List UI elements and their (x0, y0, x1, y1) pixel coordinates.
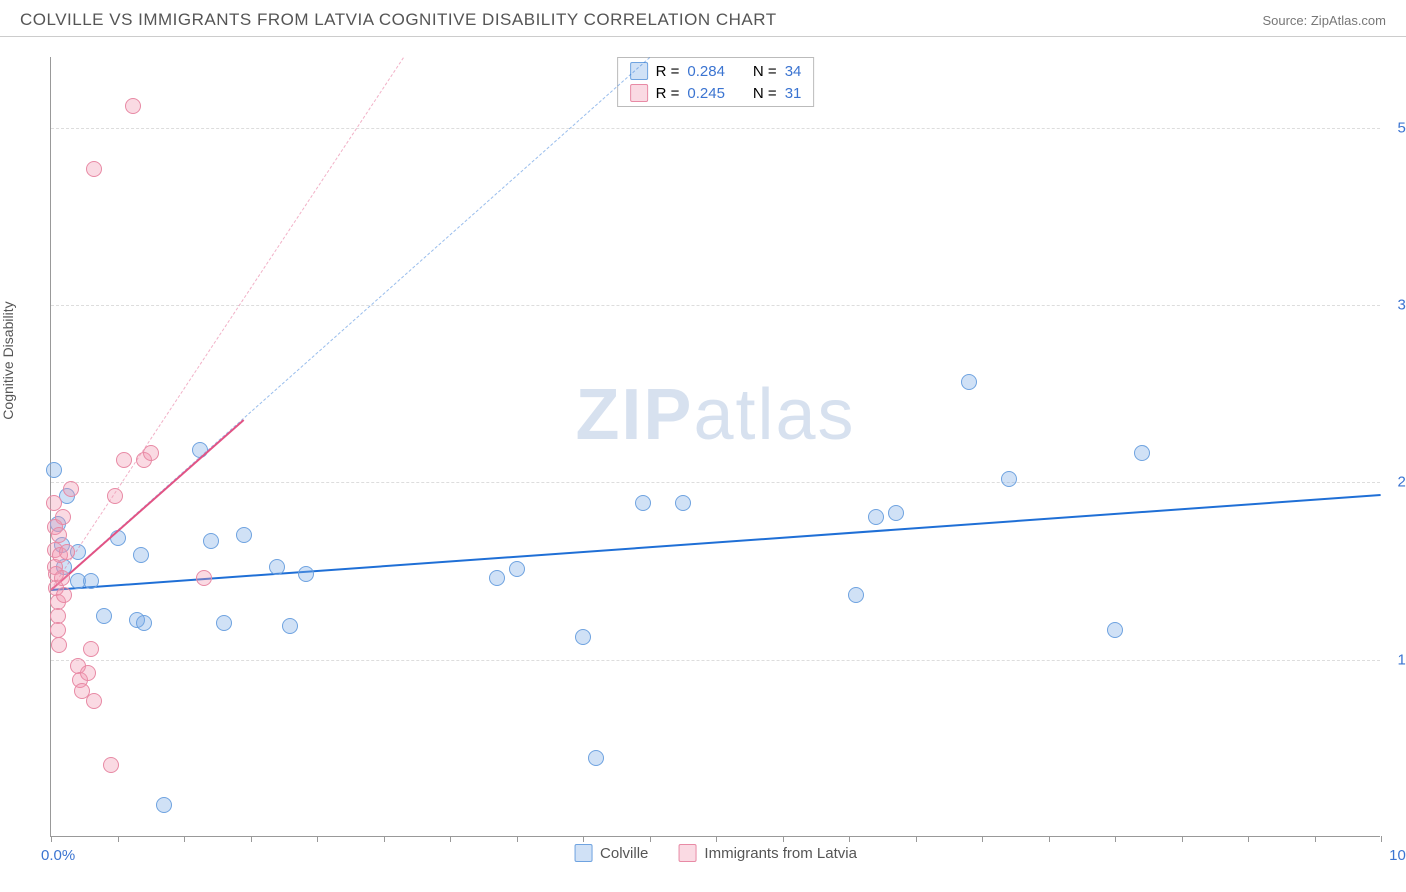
x-axis-max-label: 100.0% (1389, 847, 1406, 864)
x-tick (184, 836, 185, 842)
x-tick (1248, 836, 1249, 842)
legend-item-latvia: Immigrants from Latvia (678, 844, 857, 862)
data-point (96, 608, 112, 624)
x-tick (849, 836, 850, 842)
data-point (51, 637, 67, 653)
data-point (83, 641, 99, 657)
n-value-colville: 34 (785, 63, 802, 80)
data-point (86, 161, 102, 177)
series-legend: Colville Immigrants from Latvia (574, 844, 857, 862)
data-point (961, 374, 977, 390)
y-tick-label: 12.5% (1385, 651, 1406, 668)
data-point (56, 587, 72, 603)
data-point (588, 750, 604, 766)
gridline (51, 660, 1380, 661)
data-point (103, 757, 119, 773)
data-point (83, 573, 99, 589)
data-point (888, 505, 904, 521)
data-point (216, 615, 232, 631)
y-tick-label: 25.0% (1385, 474, 1406, 491)
x-tick (982, 836, 983, 842)
y-axis-label: Cognitive Disability (0, 301, 16, 419)
data-point (489, 570, 505, 586)
chart-title: COLVILLE VS IMMIGRANTS FROM LATVIA COGNI… (20, 10, 777, 30)
data-point (46, 462, 62, 478)
data-point (868, 509, 884, 525)
data-point (575, 629, 591, 645)
x-tick (517, 836, 518, 842)
x-tick (650, 836, 651, 842)
data-point (125, 98, 141, 114)
data-point (63, 481, 79, 497)
data-point (59, 544, 75, 560)
trend-line (51, 494, 1381, 591)
gridline (51, 128, 1380, 129)
legend-row-colville: R = 0.284 N = 34 (618, 60, 814, 82)
x-tick (118, 836, 119, 842)
data-point (107, 488, 123, 504)
legend-bottom-swatch-colville (574, 844, 592, 862)
x-tick (384, 836, 385, 842)
x-tick (1381, 836, 1382, 842)
x-tick (1315, 836, 1316, 842)
data-point (236, 527, 252, 543)
x-tick (251, 836, 252, 842)
y-tick-label: 37.5% (1385, 297, 1406, 314)
data-point (86, 693, 102, 709)
x-tick (916, 836, 917, 842)
x-tick (716, 836, 717, 842)
data-point (54, 570, 70, 586)
chart-header: COLVILLE VS IMMIGRANTS FROM LATVIA COGNI… (0, 0, 1406, 37)
data-point (133, 547, 149, 563)
x-axis-min-label: 0.0% (41, 847, 75, 864)
data-point (196, 570, 212, 586)
x-tick (51, 836, 52, 842)
legend-row-latvia: R = 0.245 N = 31 (618, 82, 814, 104)
legend-bottom-swatch-latvia (678, 844, 696, 862)
data-point (156, 797, 172, 813)
data-point (55, 509, 71, 525)
data-point (46, 495, 62, 511)
data-point (298, 566, 314, 582)
chart-source: Source: ZipAtlas.com (1262, 13, 1386, 28)
watermark: ZIPatlas (575, 374, 855, 456)
data-point (675, 495, 691, 511)
data-point (136, 615, 152, 631)
legend-swatch-latvia (630, 84, 648, 102)
data-point (1134, 445, 1150, 461)
data-point (282, 618, 298, 634)
n-value-latvia: 31 (785, 85, 802, 102)
chart-area: Cognitive Disability ZIPatlas R = 0.284 … (0, 37, 1406, 881)
x-tick (1182, 836, 1183, 842)
gridline (51, 305, 1380, 306)
x-tick (1049, 836, 1050, 842)
x-tick (583, 836, 584, 842)
data-point (1001, 471, 1017, 487)
legend-item-colville: Colville (574, 844, 648, 862)
data-point (51, 527, 67, 543)
data-point (635, 495, 651, 511)
data-point (143, 445, 159, 461)
data-point (848, 587, 864, 603)
x-tick (1115, 836, 1116, 842)
x-tick (450, 836, 451, 842)
data-point (269, 559, 285, 575)
x-tick (783, 836, 784, 842)
data-point (116, 452, 132, 468)
gridline (51, 482, 1380, 483)
data-point (509, 561, 525, 577)
data-point (1107, 622, 1123, 638)
correlation-legend: R = 0.284 N = 34 R = 0.245 N = 31 (617, 57, 815, 107)
r-value-latvia: 0.245 (687, 85, 725, 102)
data-point (80, 665, 96, 681)
data-point (203, 533, 219, 549)
y-tick-label: 50.0% (1385, 119, 1406, 136)
x-tick (317, 836, 318, 842)
r-value-colville: 0.284 (687, 63, 725, 80)
scatter-plot: ZIPatlas R = 0.284 N = 34 R = 0.245 N = … (50, 57, 1380, 837)
